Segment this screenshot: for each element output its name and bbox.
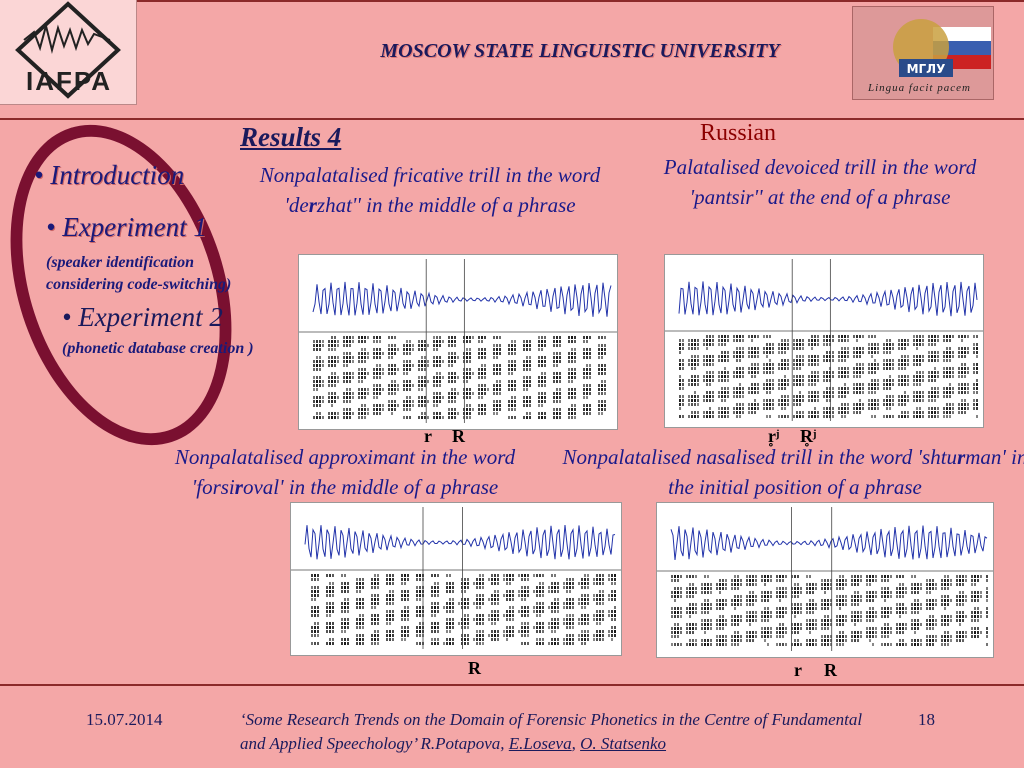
nav-experiment-2-subtitle: (phonetic database creation ) xyxy=(62,340,254,357)
footer-citation: ‘Some Research Trends on the Domain of F… xyxy=(240,710,863,753)
waveform-spectrogram-graphic xyxy=(665,259,983,421)
waveform-spectrogram-graphic xyxy=(291,507,621,649)
author-link[interactable]: O. Statsenko xyxy=(580,734,667,753)
waveform-spectrogram-graphic xyxy=(299,259,617,423)
page-title: Results 4 xyxy=(240,122,342,152)
spectrogram-fricative-trill xyxy=(298,254,618,430)
motto: Lingua facit pacem xyxy=(868,82,971,94)
footer-rule xyxy=(0,684,1024,686)
language-label: Russian xyxy=(700,120,777,146)
author-link[interactable]: E.Loseva xyxy=(508,734,572,753)
spectrogram-nasalised-trill xyxy=(656,502,994,658)
phone-mark: R xyxy=(452,426,465,446)
caption-nasalised-trill: Nonpalatalised nasalised trill in the wo… xyxy=(562,445,1024,499)
university-crest: МГЛУ xyxy=(852,6,994,100)
eagle-crest-icon: МГЛУ xyxy=(893,19,991,77)
phone-mark: r xyxy=(424,426,432,446)
crest-label: МГЛУ xyxy=(907,62,946,76)
footer-date: 15.07.2014 xyxy=(86,710,163,729)
header-rule xyxy=(0,118,1024,120)
logo-text: IAFPA xyxy=(26,66,113,96)
nav-experiment-1[interactable]: • Experiment 1 xyxy=(46,212,207,242)
iafpa-emblem-icon xyxy=(15,1,121,99)
spectrogram-approximant xyxy=(290,502,622,656)
iafpa-logo: IAFPA xyxy=(0,0,137,105)
header-top-rule xyxy=(0,0,1024,2)
university-title: MOSCOW STATE LINGUISTIC UNIVERSITY xyxy=(380,40,780,62)
phone-mark: R̥ʲ xyxy=(800,426,817,446)
caption-fricative-trill: Nonpalatalised fricative trill in the wo… xyxy=(259,163,601,217)
spectrogram-devoiced-trill xyxy=(664,254,984,428)
phone-mark: r xyxy=(794,660,802,680)
exp1-sub-line2: considering code-switching) xyxy=(46,276,232,293)
phone-mark: R xyxy=(468,658,481,678)
phone-mark: r̥ʲ xyxy=(768,426,780,446)
caption-devoiced-trill: Palatalised devoiced trill in the word '… xyxy=(663,155,977,209)
caption-approximant: Nonpalatalised approximant in the word '… xyxy=(174,445,516,499)
phone-mark: R xyxy=(824,660,837,680)
exp1-sub-line1: (speaker identification xyxy=(46,254,194,271)
waveform-spectrogram-graphic xyxy=(657,507,993,651)
nav-introduction[interactable]: • Introduction xyxy=(34,160,185,190)
nav-experiment-2[interactable]: • Experiment 2 xyxy=(62,302,223,332)
nav-experiment-1-subtitle: (speaker identification considering code… xyxy=(46,252,231,296)
page-number: 18 xyxy=(918,710,935,729)
